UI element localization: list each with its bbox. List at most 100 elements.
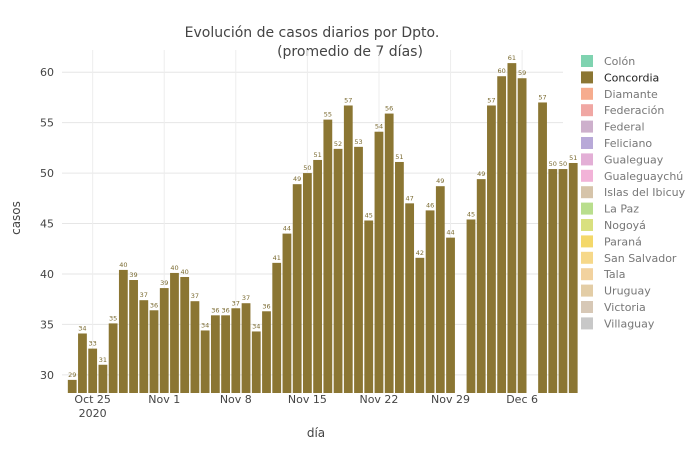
bar[interactable] xyxy=(200,330,210,393)
legend-swatch xyxy=(581,251,593,264)
bar[interactable] xyxy=(435,186,445,393)
legend-item[interactable]: Feliciano xyxy=(581,137,652,150)
bar[interactable] xyxy=(241,303,251,393)
bar[interactable] xyxy=(374,131,384,393)
legend-item[interactable]: Victoria xyxy=(581,301,646,314)
legend-swatch xyxy=(581,153,593,166)
bar-value-label: 51 xyxy=(395,153,403,161)
x-tick-label: Dec 6 xyxy=(506,393,538,406)
x-tick-sublabel: 2020 xyxy=(79,407,107,420)
bar[interactable] xyxy=(425,210,435,393)
bar[interactable] xyxy=(292,184,302,393)
bar[interactable] xyxy=(507,63,517,393)
bar[interactable] xyxy=(415,257,425,393)
legend-item[interactable]: Gualeguaychú xyxy=(581,169,683,183)
bar[interactable] xyxy=(118,269,128,393)
legend-item[interactable]: Nogoyá xyxy=(581,219,646,232)
bar-value-label: 36 xyxy=(150,301,158,309)
bar[interactable] xyxy=(364,220,374,393)
bar[interactable] xyxy=(395,161,404,393)
bar[interactable] xyxy=(466,219,476,393)
legend-label: Concordia xyxy=(604,71,659,84)
legend-swatch xyxy=(581,104,593,117)
bar[interactable] xyxy=(343,105,353,393)
legend-item[interactable]: Colón xyxy=(581,55,635,68)
x-axis-title: día xyxy=(307,426,325,440)
bar[interactable] xyxy=(262,311,271,393)
legend-item[interactable]: Paraná xyxy=(581,235,642,248)
legend[interactable]: Colón Concordia Diamante Federación Federal F… xyxy=(581,55,686,330)
bar[interactable] xyxy=(170,272,179,393)
legend-item[interactable]: Uruguay xyxy=(581,284,651,298)
bar[interactable] xyxy=(558,169,568,393)
legend-item[interactable]: Gualeguay xyxy=(581,153,664,166)
bar[interactable] xyxy=(88,348,98,393)
bar[interactable] xyxy=(568,162,578,393)
bar-value-label: 50 xyxy=(303,164,311,172)
bar-value-label: 40 xyxy=(119,261,127,269)
legend-item[interactable]: Federal xyxy=(581,120,645,134)
bar-value-label: 50 xyxy=(549,160,557,168)
bar-value-label: 49 xyxy=(293,175,301,183)
bar-value-label: 59 xyxy=(518,69,526,77)
bar-value-label: 46 xyxy=(426,201,434,209)
legend-label: La Paz xyxy=(604,203,639,216)
bar[interactable] xyxy=(476,179,486,393)
legend-item[interactable]: Concordia xyxy=(581,71,659,84)
legend-label: Diamante xyxy=(604,88,658,101)
legend-item[interactable]: Federación xyxy=(581,104,664,117)
bar[interactable] xyxy=(78,333,87,393)
bar[interactable] xyxy=(323,119,333,393)
bar-value-label: 37 xyxy=(191,292,199,300)
bar[interactable] xyxy=(108,323,118,393)
bar[interactable] xyxy=(302,173,312,393)
bar[interactable] xyxy=(139,300,149,393)
bar[interactable] xyxy=(487,105,496,393)
bar[interactable] xyxy=(333,148,343,393)
bar[interactable] xyxy=(210,315,220,393)
bar-value-label: 40 xyxy=(170,264,178,272)
bar-value-label: 54 xyxy=(375,123,383,131)
y-tick-label: 45 xyxy=(40,218,54,231)
bar[interactable] xyxy=(354,146,363,393)
bar-value-label: 42 xyxy=(416,249,424,257)
bar[interactable] xyxy=(538,102,547,393)
bar[interactable] xyxy=(67,379,77,393)
bar[interactable] xyxy=(180,276,190,393)
y-tick-label: 50 xyxy=(40,167,54,180)
bar[interactable] xyxy=(446,237,455,393)
bar[interactable] xyxy=(282,233,292,393)
x-tick-label: Nov 1 xyxy=(148,393,180,406)
bar[interactable] xyxy=(231,308,241,393)
legend-item[interactable]: Islas del Ibicuy xyxy=(581,186,686,199)
bar[interactable] xyxy=(98,364,108,393)
bar[interactable] xyxy=(221,315,230,393)
legend-label: Paraná xyxy=(604,235,642,248)
legend-label: Colón xyxy=(604,55,635,68)
legend-label: San Salvador xyxy=(604,252,677,265)
bar[interactable] xyxy=(384,113,394,394)
bar[interactable] xyxy=(190,301,200,393)
y-tick-label: 35 xyxy=(40,318,54,331)
bar[interactable] xyxy=(149,310,159,393)
bar[interactable] xyxy=(548,169,558,393)
legend-item[interactable]: Diamante xyxy=(581,87,658,101)
legend-item[interactable]: San Salvador xyxy=(581,252,677,265)
bar[interactable] xyxy=(405,203,415,393)
bar[interactable] xyxy=(497,76,507,394)
legend-label: Feliciano xyxy=(604,137,652,150)
bar[interactable] xyxy=(129,280,138,393)
legend-item[interactable]: La Paz xyxy=(581,202,639,216)
bar[interactable] xyxy=(517,78,527,393)
bar-value-label: 29 xyxy=(68,371,76,379)
bar[interactable] xyxy=(272,262,282,393)
bar[interactable] xyxy=(251,331,261,393)
legend-item[interactable]: Tala xyxy=(581,268,625,281)
y-axis-title: casos xyxy=(9,201,23,235)
bar[interactable] xyxy=(159,288,169,393)
bar-value-label: 45 xyxy=(467,210,475,218)
legend-item[interactable]: Villaguay xyxy=(581,317,655,330)
bar-value-label: 37 xyxy=(140,291,148,299)
bar[interactable] xyxy=(313,159,323,393)
x-tick-label: Nov 15 xyxy=(288,393,327,406)
